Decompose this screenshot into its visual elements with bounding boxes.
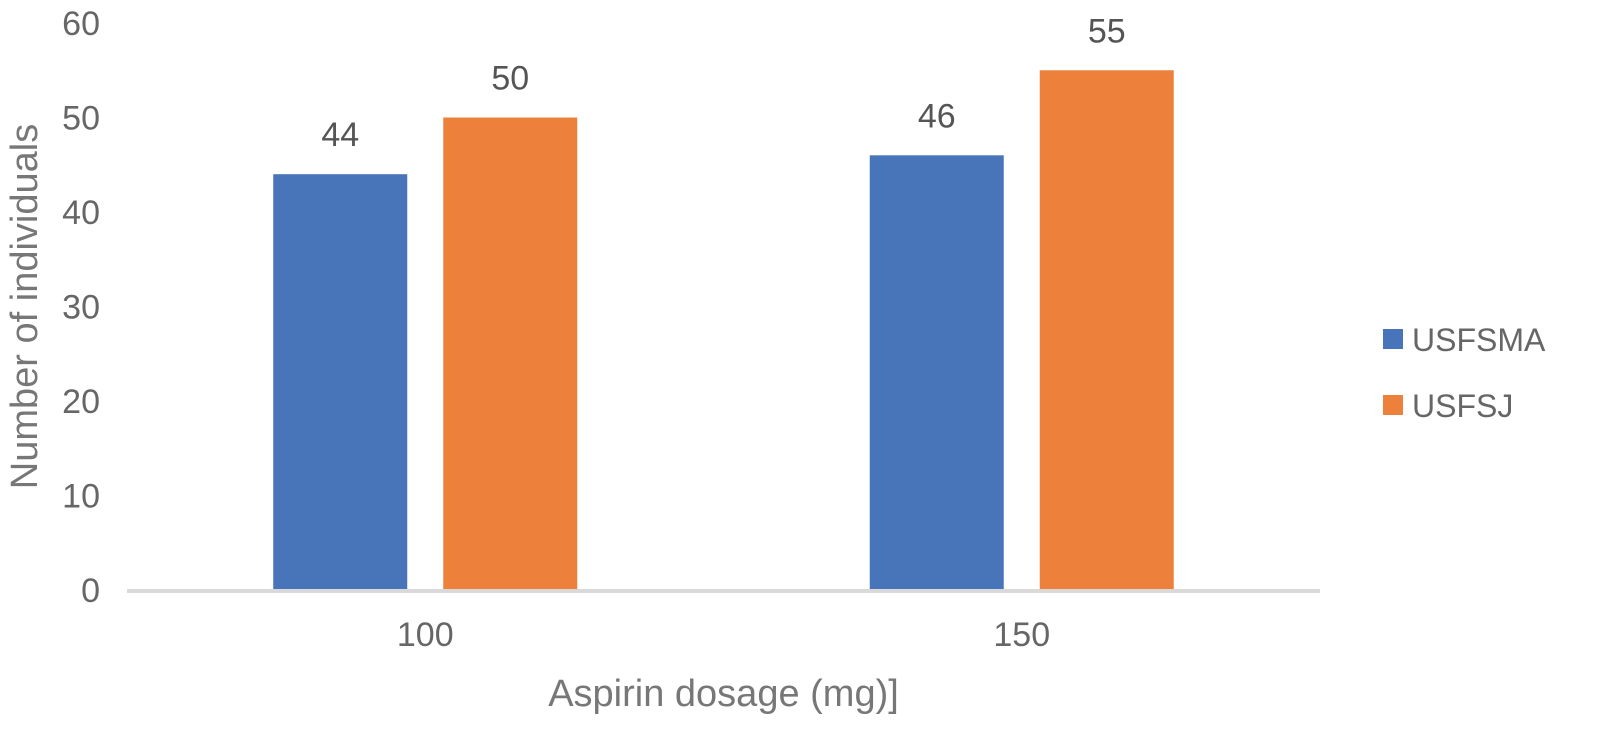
data-label: 46 [918,97,956,135]
bar-usfsma-100 [273,174,408,590]
data-label: 55 [1088,12,1126,50]
y-tick-label: 20 [62,383,100,421]
y-tick-label: 10 [62,478,100,516]
bar-usfsj-150 [1039,70,1174,590]
data-labels-group: 44 50 46 55 [321,12,1125,154]
bar-usfsj-100 [443,117,578,590]
legend-swatch-usfsj [1383,395,1403,415]
data-label: 44 [321,116,359,154]
x-axis-title: Aspirin dosage (mg)] [548,673,899,715]
y-axis-title: Number of individuals [4,124,46,489]
data-label: 50 [491,60,529,98]
legend: USFSMA USFSJ [1383,322,1546,424]
y-tick-label: 0 [81,572,100,610]
y-tick-label: 60 [62,5,100,43]
x-tick-label: 100 [397,616,454,654]
legend-swatch-usfsma [1383,329,1403,349]
x-tick-label: 150 [993,616,1050,654]
y-tick-label: 30 [62,289,100,327]
y-tick-label: 40 [62,194,100,232]
y-tick-label: 50 [62,100,100,138]
bar-usfsma-150 [869,155,1004,591]
x-axis-ticks: 100 150 [397,616,1050,654]
bars-group [273,70,1174,591]
legend-label-usfsma: USFSMA [1412,322,1546,358]
legend-label-usfsj: USFSJ [1412,388,1513,424]
y-axis-ticks: 0 10 20 30 40 50 60 [62,5,100,610]
